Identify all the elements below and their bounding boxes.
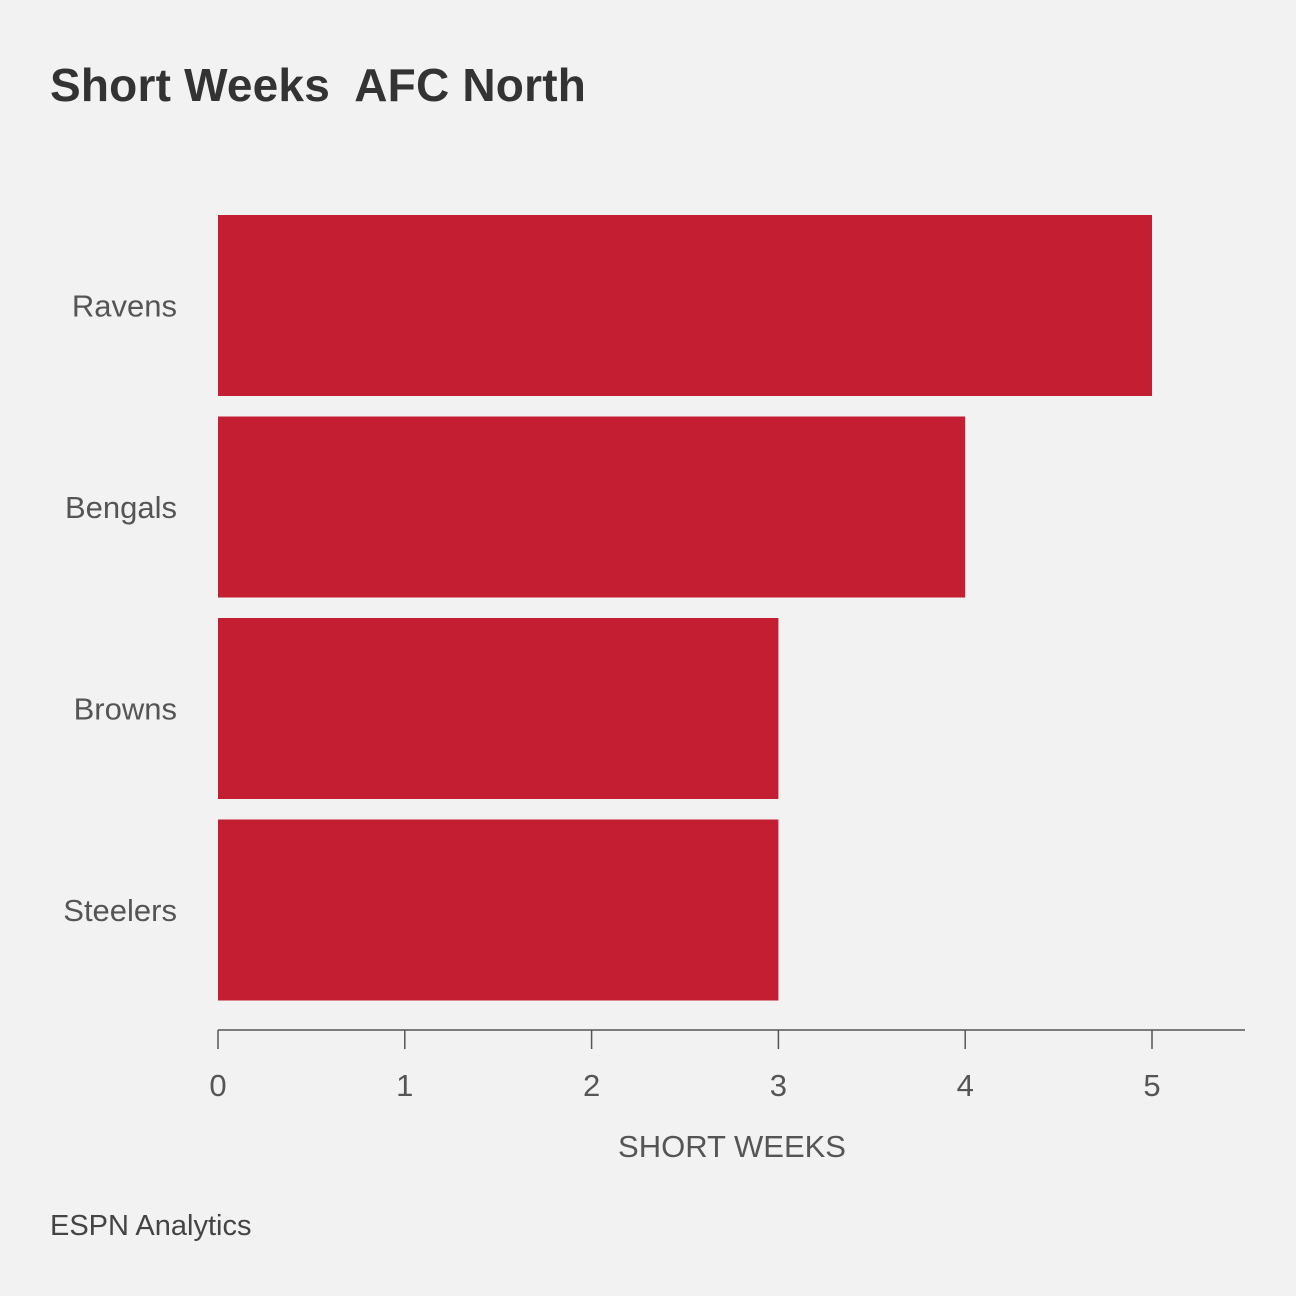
x-tick-label-1: 1 — [396, 1068, 413, 1103]
x-tick-label-2: 2 — [583, 1068, 600, 1103]
x-axis-title: SHORT WEEKS — [618, 1129, 846, 1164]
bars-layer — [218, 215, 1152, 1001]
bar-bengals — [218, 416, 966, 598]
x-axis: 0 1 2 3 4 5 — [209, 1029, 1245, 1103]
category-label-browns: Browns — [74, 692, 177, 727]
x-tick-label-3: 3 — [770, 1068, 787, 1103]
chart-title: Short Weeks AFC North — [50, 59, 587, 111]
x-tick-label-0: 0 — [209, 1068, 226, 1103]
x-tick-label-5: 5 — [1143, 1068, 1160, 1103]
x-tick-label-4: 4 — [957, 1068, 974, 1103]
bar-steelers — [218, 819, 779, 1001]
bar-browns — [218, 618, 779, 799]
bar-ravens — [218, 215, 1152, 396]
category-labels-layer: Ravens Bengals Browns Steelers — [63, 289, 177, 929]
category-label-steelers: Steelers — [63, 893, 177, 928]
source-credit: ESPN Analytics — [50, 1210, 252, 1242]
category-label-ravens: Ravens — [72, 289, 177, 324]
category-label-bengals: Bengals — [65, 490, 177, 525]
